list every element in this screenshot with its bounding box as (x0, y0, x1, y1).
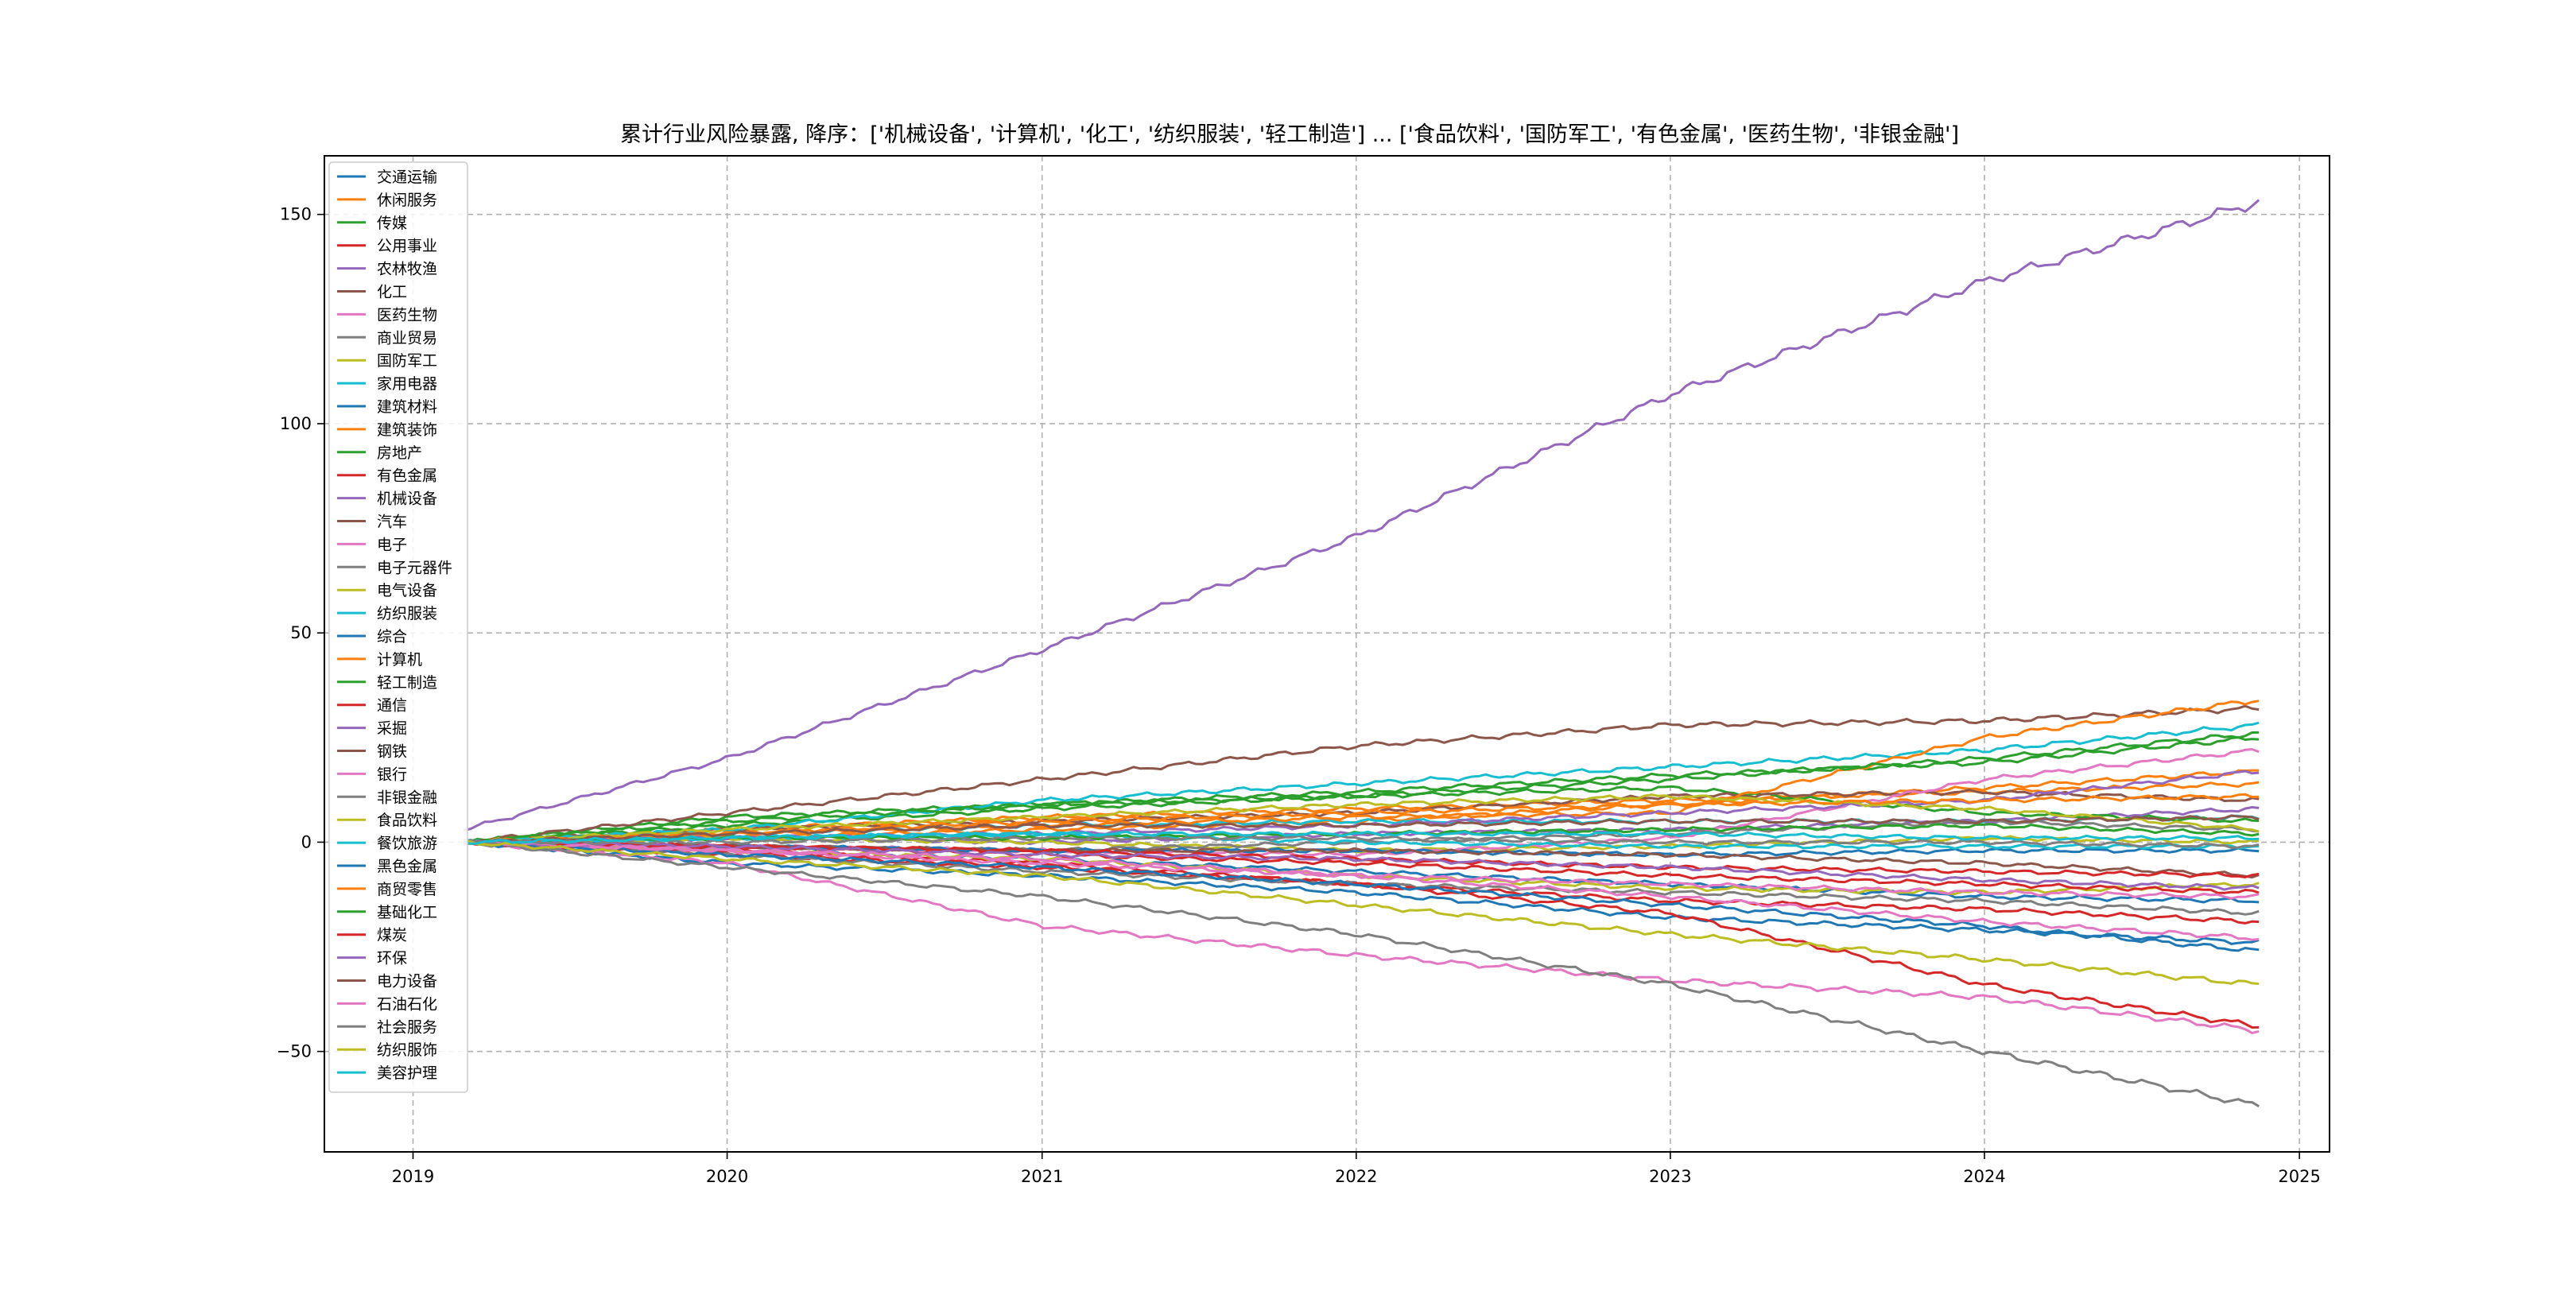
legend-label: 建筑材料 (377, 398, 437, 416)
legend-label: 商贸零售 (377, 881, 437, 898)
legend-label: 房地产 (377, 444, 422, 462)
x-tick-label: 2019 (392, 1167, 434, 1186)
x-tick-label: 2021 (1021, 1167, 1063, 1186)
legend-label: 轻工制造 (377, 674, 437, 692)
series-line (464, 721, 2260, 843)
legend: 交通运输休闲服务传媒公用事业农林牧渔化工医药生物商业贸易国防军工家用电器建筑材料… (328, 161, 468, 1093)
legend-label: 电子元器件 (377, 559, 452, 576)
legend-label: 农林牧渔 (377, 261, 437, 278)
legend-label: 传媒 (377, 215, 407, 232)
series-line (464, 839, 2260, 891)
series-line (464, 704, 2260, 843)
y-tick-label: 100 (280, 414, 312, 433)
legend-label: 医药生物 (377, 306, 437, 324)
y-tick-label: −50 (277, 1042, 312, 1061)
y-tick-label: 0 (301, 832, 312, 851)
series-line (463, 839, 2260, 941)
series-line (464, 731, 2260, 844)
legend-label: 电子 (377, 536, 407, 553)
legend-label: 机械设备 (377, 490, 437, 508)
series-line (463, 199, 2260, 832)
legend-label: 石油石化 (377, 995, 437, 1013)
x-tick-label: 2024 (1963, 1167, 2005, 1186)
series-line (463, 831, 2260, 850)
series-line (464, 840, 2260, 1029)
legend-label: 有色金属 (377, 467, 437, 485)
series-line (464, 814, 2260, 845)
legend-label: 煤炭 (377, 927, 407, 944)
y-tick-label: 150 (280, 205, 312, 224)
legend-label: 公用事业 (377, 238, 437, 255)
legend-label: 通信 (377, 697, 407, 715)
series-line (464, 841, 2260, 1034)
legend-label: 纺织服装 (377, 605, 437, 622)
y-tick-label: 50 (290, 623, 312, 642)
legend-label: 基础化工 (377, 904, 437, 921)
plot-frame (324, 155, 2330, 1153)
legend-label: 纺织服饰 (377, 1041, 437, 1059)
legend-label: 国防军工 (377, 352, 437, 370)
axis-ticks: 2019 2020 2021 2022 2023 2024 2025 −50 0 50 100 150 (277, 205, 2321, 1186)
series-line (464, 789, 2260, 844)
series-line (463, 830, 2260, 845)
legend-label: 餐饮旅游 (377, 835, 437, 852)
series-lines (463, 199, 2260, 1107)
legend-label: 电气设备 (377, 582, 437, 599)
legend-label: 电力设备 (377, 973, 437, 991)
legend-label: 采掘 (377, 720, 407, 738)
legend-label: 计算机 (377, 651, 422, 669)
legend-box (328, 161, 468, 1093)
legend-label: 食品饮料 (377, 812, 437, 829)
legend-label: 钢铁 (377, 743, 407, 761)
legend-label: 银行 (377, 766, 407, 783)
legend-label: 黑色金属 (377, 858, 437, 875)
x-tick-label: 2020 (706, 1167, 748, 1186)
series-line (464, 839, 2260, 945)
legend-label: 家用电器 (377, 375, 437, 393)
legend-label: 化工 (377, 284, 407, 301)
series-line (464, 793, 2260, 846)
legend-label: 社会服务 (377, 1018, 437, 1036)
x-tick-label: 2025 (2278, 1167, 2320, 1186)
series-line (464, 839, 2260, 900)
legend-label: 商业贸易 (377, 329, 437, 347)
legend-label: 美容护理 (377, 1064, 437, 1082)
series-line (463, 839, 2260, 952)
legend-label: 环保 (377, 950, 407, 967)
legend-label: 汽车 (377, 514, 407, 531)
x-tick-label: 2023 (1649, 1167, 1691, 1186)
legend-label: 综合 (377, 628, 407, 646)
chart-title: 累计行业风险暴露, 降序：['机械设备', '计算机', '化工', '纺织服装… (620, 122, 1959, 147)
series-line (463, 839, 2260, 1107)
legend-label: 休闲服务 (377, 192, 437, 209)
legend-label: 交通运输 (377, 169, 437, 186)
series-line (464, 839, 2260, 985)
legend-label: 非银金融 (377, 789, 437, 806)
series-line (464, 839, 2260, 879)
series-line (463, 835, 2260, 849)
x-tick-label: 2022 (1335, 1167, 1377, 1186)
legend-label: 建筑装饰 (377, 421, 437, 439)
